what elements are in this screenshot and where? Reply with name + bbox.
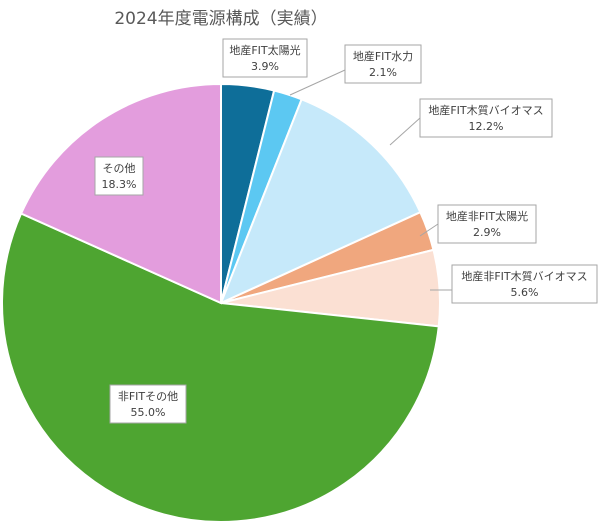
label-box	[344, 44, 422, 84]
leader-line	[289, 69, 346, 96]
leader-line	[419, 223, 439, 237]
label-box	[451, 264, 598, 304]
slice-value-label: 2.1%	[369, 66, 397, 79]
label-slice-7: その他 18.3%	[94, 156, 144, 196]
slice-value-label: 55.0%	[131, 406, 166, 419]
pie-slices	[1, 82, 441, 523]
label-slice-1: 地産FIT太陽光 3.9%	[222, 38, 308, 78]
slice-name-label: 地産FIT木質バイオマス	[428, 103, 543, 117]
slice-name-label: その他	[103, 162, 136, 175]
slice-labels: 地産FIT太陽光 3.9% 地産FIT水力 2.1% 地産FIT木質バイオマス 12.2%…	[94, 38, 598, 424]
label-slice-4: 地産非FIT太陽光 2.9%	[419, 204, 537, 244]
label-slice-5: 地産非FIT木質バイオマス 5.6%	[430, 264, 598, 304]
leader-line	[389, 117, 421, 146]
pie-slice-3	[219, 98, 422, 305]
label-box	[94, 156, 144, 196]
slice-name-label: 地産FIT水力	[353, 50, 413, 63]
chart-title: 2024年度電源構成（実績）	[114, 9, 327, 29]
label-box	[222, 38, 308, 78]
label-box	[419, 98, 553, 138]
label-slice-3: 地産FIT木質バイオマス 12.2%	[389, 98, 553, 146]
slice-value-label: 3.9%	[251, 60, 279, 73]
slice-name-label: 非FITその他	[118, 390, 178, 403]
slice-name-label: 地産非FIT太陽光	[446, 209, 528, 223]
label-slice-6: 非FITその他 55.0%	[109, 384, 187, 424]
slice-value-label: 5.6%	[511, 286, 539, 299]
label-box	[109, 384, 187, 424]
slice-value-label: 12.2%	[469, 120, 504, 133]
slice-value-label: 18.3%	[102, 178, 137, 191]
pie-slice-6	[1, 212, 440, 523]
slice-name-label: 地産FIT太陽光	[229, 43, 300, 57]
label-box	[437, 204, 537, 244]
slice-value-label: 2.9%	[473, 226, 501, 239]
slice-name-label: 地産非FIT木質バイオマス	[461, 269, 587, 283]
label-slice-2: 地産FIT水力 2.1%	[289, 44, 422, 96]
